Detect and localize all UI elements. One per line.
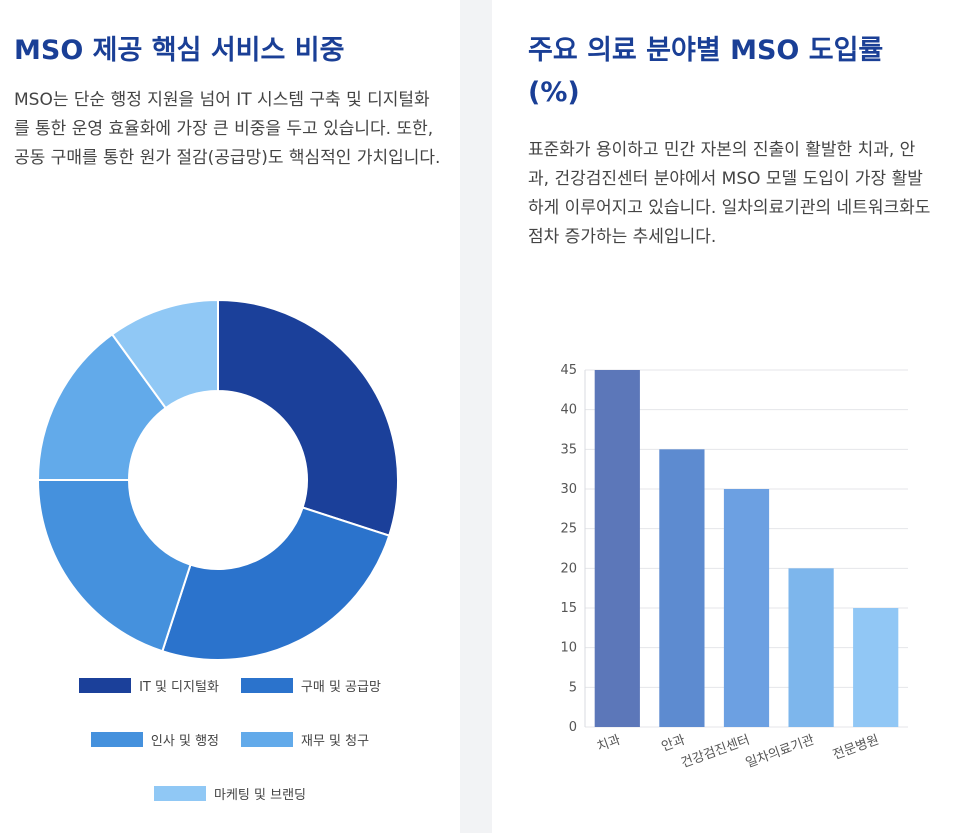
y-tick-label-20: 20 [560,561,577,576]
x-tick-label-3: 건강검진센터 [679,733,752,772]
legend-label-1: IT 및 디지털화 [139,679,219,695]
x-tick-label-2: 안과 [660,733,688,755]
y-tick-label-40: 40 [560,403,577,418]
y-tick-label-10: 10 [560,641,577,656]
x-tick-label-1: 치과 [595,733,623,755]
legend-label-3: 인사 및 행정 [150,733,219,749]
legend-entry-4[interactable]: 재무 및 청구 [241,730,370,749]
legend-swatch-4 [241,731,293,747]
legend-entry-3[interactable]: 인사 및 행정 [90,730,219,749]
y-tick-label-30: 30 [560,482,577,497]
bar-3 [723,489,770,727]
service-share-description: MSO는 단순 행정 지원을 넘어 IT 시스템 구축 및 디지털화를 통한 운… [14,90,441,168]
legend-entry-1[interactable]: IT 및 디지털화 [79,676,219,695]
legend-entry-2[interactable]: 구매 및 공급망 [240,676,381,695]
y-tick-label-35: 35 [560,442,577,457]
adoption-rate-description: 표준화가 용이하고 민간 자본의 진출이 활발한 치과, 안과, 건강검진센터 … [528,140,931,247]
doughnut-slice-4 [36,332,168,481]
service-share-title: MSO 제공 핵심 서비스 비중 [14,35,345,66]
adoption-rate-title: 주요 의료 분야별 MSO 도입률 (%) [528,35,884,108]
legend-swatch-3 [90,731,143,747]
doughnut-slice-5 [110,298,219,410]
y-tick-label-25: 25 [560,522,577,537]
bar-4 [788,568,834,727]
legend-entry-5[interactable]: 마케팅 및 브랜딩 [154,784,306,803]
bar-1 [594,370,640,727]
legend-swatch-1 [79,677,132,693]
bar-2 [659,449,705,727]
legend-label-5: 마케팅 및 브랜딩 [214,787,306,803]
service-share-doughnut-chart [36,298,399,661]
bar-5 [853,608,899,727]
doughnut-slice-3 [36,479,192,653]
x-tick-label-4: 일차의료기관 [744,733,817,772]
y-tick-label-15: 15 [560,601,577,616]
legend-label-2: 구매 및 공급망 [300,679,381,695]
y-tick-label-45: 45 [560,363,577,378]
legend-swatch-2 [240,677,293,693]
doughnut-slice-2 [161,506,391,661]
legend-label-4: 재무 및 청구 [301,733,370,749]
y-tick-label-5: 5 [569,680,577,695]
legend-swatch-5 [154,785,206,801]
y-tick-label-0: 0 [569,720,577,735]
doughnut-slice-1 [217,298,399,537]
x-tick-label-5: 전문병원 [831,733,881,763]
